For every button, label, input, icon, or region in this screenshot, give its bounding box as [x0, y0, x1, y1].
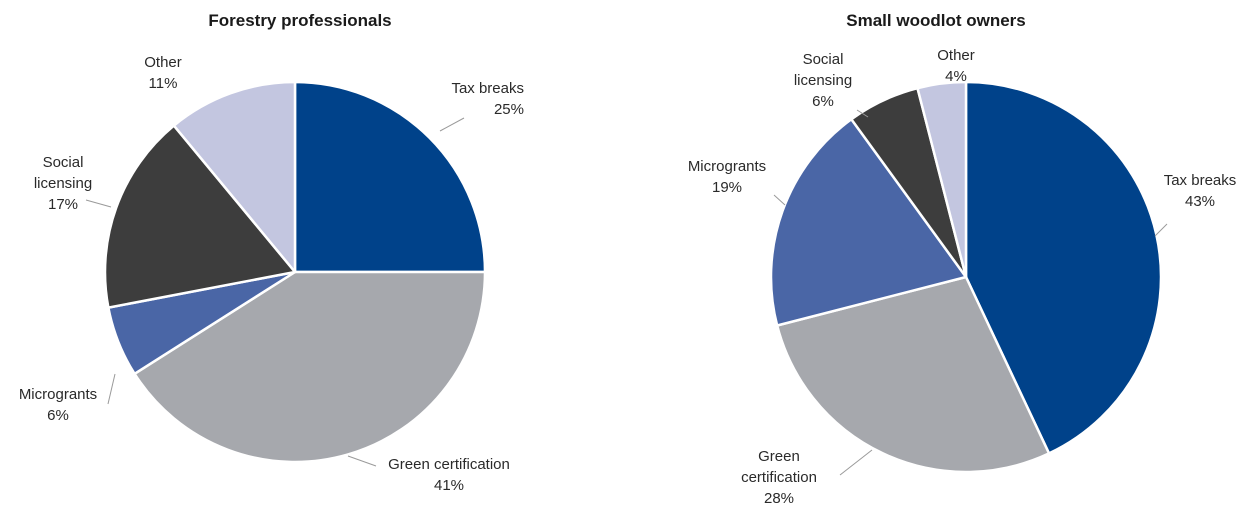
- slice-name-label: Other: [144, 54, 182, 71]
- pie-slice-tax-breaks: [293, 80, 487, 274]
- chart-title: Forestry professionals: [208, 11, 392, 30]
- slice-percent-label: 4%: [945, 68, 967, 85]
- slice-label: Other 4%: [937, 47, 975, 85]
- pie-chart-forestry-professionals: Forestry professionals Tax breaks 25% Gree…: [0, 0, 600, 508]
- slice-label: Microgrants 6%: [19, 386, 97, 424]
- slice-name-label: licensing: [794, 72, 852, 89]
- slice-name-label: Social: [43, 154, 84, 171]
- slice-percent-label: 6%: [47, 407, 69, 424]
- leader-line: [439, 117, 465, 132]
- slice-percent-label: 25%: [494, 101, 524, 118]
- slice-name-label: licensing: [34, 175, 92, 192]
- slice-label: Microgrants 19%: [688, 158, 766, 196]
- slice-percent-label: 43%: [1185, 193, 1215, 210]
- slice-label: Tax breaks 43%: [1164, 172, 1237, 210]
- slice-label: Social licensing 6%: [794, 51, 852, 110]
- pie-slices: [769, 80, 1163, 474]
- slice-percent-label: 6%: [812, 93, 834, 110]
- slice-percent-label: 28%: [764, 490, 794, 507]
- slice-percent-label: 41%: [434, 477, 464, 494]
- slice-percent-label: 11%: [149, 75, 178, 92]
- slice-name-label: Microgrants: [19, 386, 97, 403]
- leader-line: [773, 194, 786, 206]
- slice-name-label: Green: [758, 448, 800, 465]
- leader-line: [107, 373, 116, 405]
- leader-line: [85, 199, 112, 208]
- leader-line: [856, 109, 869, 118]
- slice-name-label: Microgrants: [688, 158, 766, 175]
- slice-label: Other 11%: [144, 54, 182, 92]
- chart-title: Small woodlot owners: [846, 11, 1026, 30]
- pie-chart-small-woodlot-owners: Small woodlot owners Tax breaks 43% Green c…: [624, 0, 1248, 508]
- slice-name-label: Social: [803, 51, 844, 68]
- slice-label: Green certification 41%: [388, 456, 510, 494]
- pie-svg: Tax breaks 43% Green certification 28% Microg…: [688, 47, 1237, 507]
- slice-percent-label: 19%: [712, 179, 742, 196]
- slice-name-label: certification: [741, 469, 817, 486]
- slice-name-label: Tax breaks: [451, 80, 524, 97]
- leader-line: [1154, 223, 1168, 237]
- slice-label: Social licensing 17%: [34, 154, 92, 213]
- slice-label: Green certification 28%: [741, 448, 817, 507]
- pie-slice-green-certification: [775, 275, 1051, 474]
- slice-percent-label: 17%: [48, 196, 78, 213]
- pie-slices: [103, 80, 487, 464]
- pie-svg: Tax breaks 25% Green certification 41% Micro…: [19, 54, 524, 494]
- slice-label: Tax breaks 25%: [451, 80, 524, 118]
- slice-name-label: Green certification: [388, 456, 510, 473]
- pie-slice-microgrants: [769, 117, 968, 327]
- leader-line: [839, 449, 873, 476]
- slice-name-label: Tax breaks: [1164, 172, 1237, 189]
- slice-name-label: Other: [937, 47, 975, 64]
- pie-slice-other: [916, 80, 968, 279]
- pie-slice-other: [172, 80, 297, 274]
- leader-line: [347, 455, 377, 467]
- pie-slice-social-licensing: [103, 124, 297, 309]
